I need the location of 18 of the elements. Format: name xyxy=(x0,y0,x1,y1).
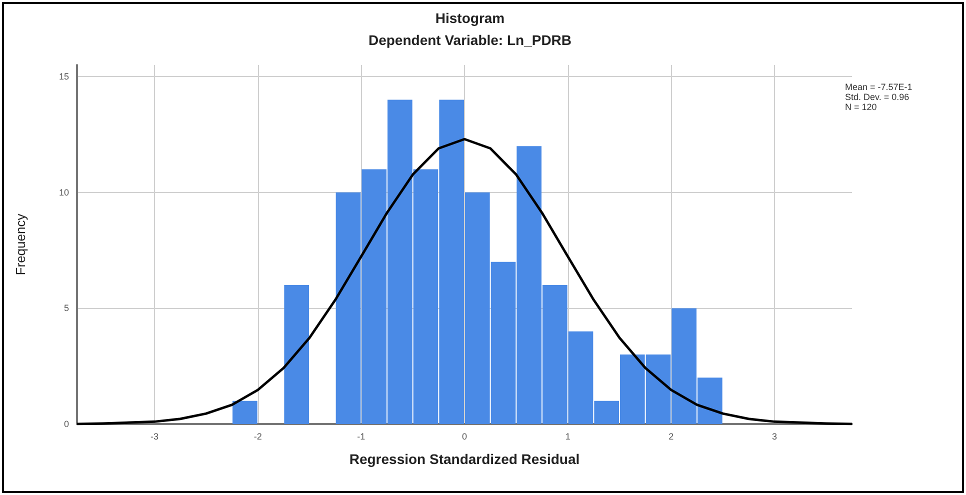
y-tick-label: 10 xyxy=(58,187,69,198)
x-tick-label: 2 xyxy=(668,432,674,442)
x-tick-label: -1 xyxy=(357,432,366,442)
x-axis-title: Regression Standardized Residual xyxy=(349,451,580,467)
chart-title: Histogram xyxy=(435,10,505,26)
x-tick-label: 3 xyxy=(772,432,778,442)
x-tick-label: 0 xyxy=(462,432,468,442)
y-tick-label: 0 xyxy=(64,419,69,429)
annotation: Mean = -7.57E-1 xyxy=(845,82,912,92)
x-tick-label: 1 xyxy=(565,432,570,442)
x-tick-label: -3 xyxy=(150,432,159,442)
annotation: Std. Dev. = 0.96 xyxy=(845,92,910,102)
chart-subtitle: Dependent Variable: Ln_PDRB xyxy=(368,32,572,48)
y-tick-label: 5 xyxy=(64,303,69,314)
x-tick-label: -2 xyxy=(254,432,262,442)
y-tick-label: 15 xyxy=(58,72,69,82)
annotation: N = 120 xyxy=(845,102,878,112)
y-axis-title: Frequency xyxy=(13,213,28,276)
